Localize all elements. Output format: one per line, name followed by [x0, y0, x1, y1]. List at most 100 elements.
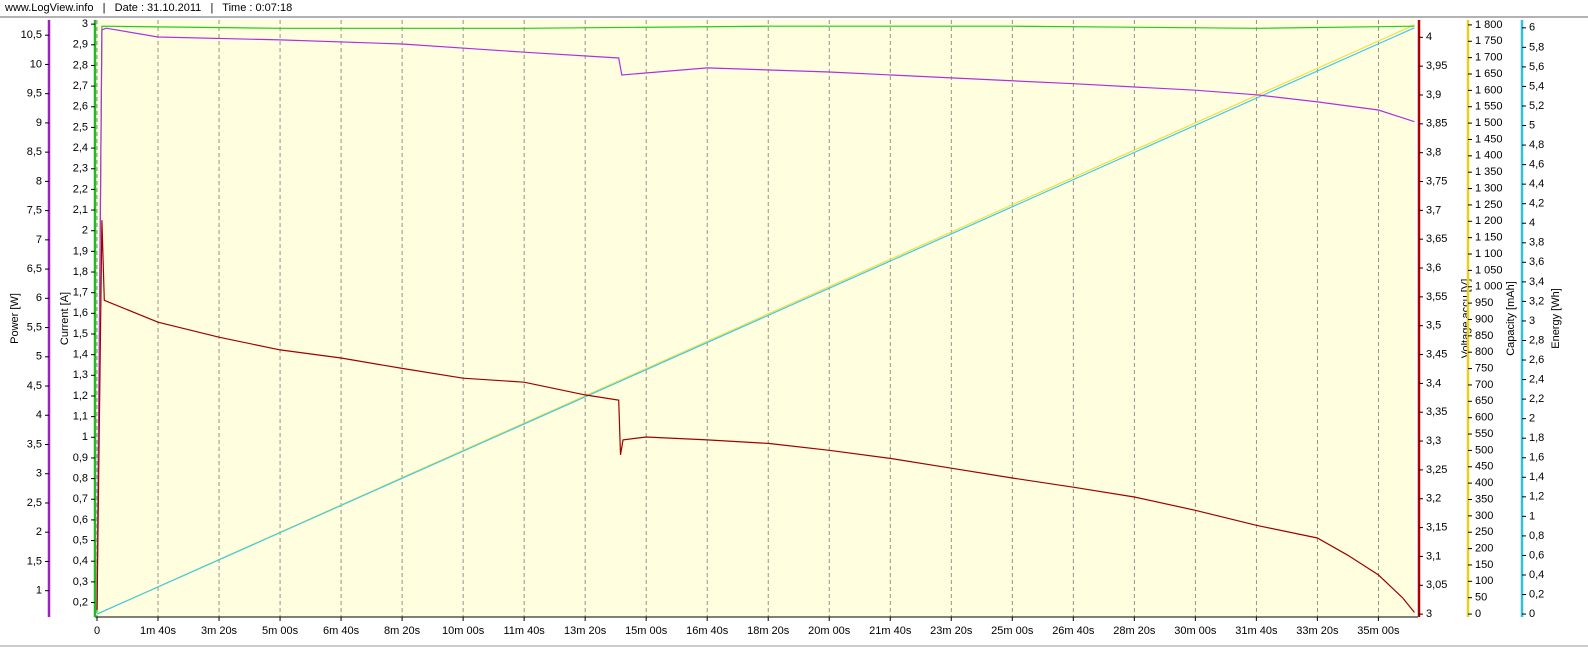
- y-tick-label: 1 650: [1475, 68, 1503, 80]
- y-tick-label: 3,05: [1426, 579, 1447, 591]
- y-tick-label: 7,5: [27, 205, 42, 217]
- y-tick-label: 3,15: [1426, 522, 1447, 534]
- y-tick-label: 1,8: [73, 266, 88, 278]
- y-tick-label: 3,4: [1529, 276, 1544, 288]
- x-tick-label: 28m 20s: [1113, 625, 1156, 637]
- y-tick-label: 2,6: [1529, 354, 1544, 366]
- y-tick-label: 0,3: [73, 576, 88, 588]
- y-tick-label: 1 200: [1475, 215, 1503, 227]
- x-tick-label: 1m 40s: [140, 625, 177, 637]
- y-tick-label: 1,9: [73, 245, 88, 257]
- y-tick-label: 200: [1475, 543, 1493, 555]
- y-tick-label: 500: [1475, 444, 1493, 456]
- y-tick-label: 7: [36, 234, 42, 246]
- y-tick-label: 4,2: [1529, 198, 1544, 210]
- y-tick-label: 3: [1529, 315, 1535, 327]
- x-tick-label: 0: [94, 625, 100, 637]
- y-tick-label: 3,2: [1426, 493, 1441, 505]
- y-tick-label: 5,4: [1529, 80, 1544, 92]
- y-tick-label: 8,5: [27, 146, 42, 158]
- y-tick-label: 0,9: [73, 452, 88, 464]
- y-tick-label: 950: [1475, 297, 1493, 309]
- x-tick-label: 13m 20s: [564, 625, 607, 637]
- y-tick-label: 9,5: [27, 88, 42, 100]
- y-tick-label: 4,4: [1529, 178, 1544, 190]
- y-tick-label: 3,85: [1426, 118, 1447, 130]
- y-tick-label: 4: [1529, 217, 1535, 229]
- y-tick-label: 6: [1529, 22, 1535, 34]
- y-tick-label: 1,5: [27, 555, 42, 567]
- y-tick-label: 1 700: [1475, 52, 1503, 64]
- y-tick-label: 300: [1475, 510, 1493, 522]
- y-tick-label: 3,55: [1426, 291, 1447, 303]
- y-tick-label: 1 400: [1475, 150, 1503, 162]
- y-tick-label: 5,5: [27, 321, 42, 333]
- y-tick-label: 2,4: [1529, 373, 1544, 385]
- y-tick-label: 2,1: [73, 204, 88, 216]
- y-tick-label: 3,9: [1426, 89, 1441, 101]
- y-tick-label: 2,7: [73, 80, 88, 92]
- y-tick-label: 5,2: [1529, 100, 1544, 112]
- y-tick-label: 4,5: [27, 380, 42, 392]
- y-tick-label: 3,95: [1426, 60, 1447, 72]
- y-tick-label: 5,6: [1529, 61, 1544, 73]
- x-tick-label: 5m 00s: [262, 625, 299, 637]
- y-tick-label: 0: [1475, 608, 1481, 620]
- y-tick-label: 1 550: [1475, 101, 1503, 113]
- y-tick-label: 650: [1475, 395, 1493, 407]
- x-tick-label: 15m 00s: [625, 625, 668, 637]
- y-tick-label: 3,7: [1426, 204, 1441, 216]
- y-tick-label: 400: [1475, 477, 1493, 489]
- y-tick-label: 2,8: [73, 59, 88, 71]
- y-tick-label: 350: [1475, 493, 1493, 505]
- x-tick-label: 30m 00s: [1174, 625, 1217, 637]
- y-axis-title: Energy [Wh]: [1550, 288, 1562, 349]
- header: www.LogView.info | Date : 31.10.2011 | T…: [4, 2, 292, 14]
- y-tick-label: 1 500: [1475, 117, 1503, 129]
- x-tick-label: 8m 20s: [384, 625, 421, 637]
- y-tick-label: 2,9: [73, 39, 88, 51]
- x-tick-label: 11m 40s: [503, 625, 545, 637]
- y-tick-label: 1,6: [1529, 452, 1544, 464]
- y-tick-label: 3,65: [1426, 233, 1447, 245]
- y-tick-label: 3,2: [1529, 295, 1544, 307]
- y-axis-title: Current [A]: [59, 292, 71, 345]
- y-tick-label: 0,5: [73, 534, 88, 546]
- series-line: [96, 27, 1415, 610]
- y-tick-label: 0,6: [73, 514, 88, 526]
- y-axis-title: Voltage accu [V]: [1460, 279, 1472, 359]
- y-tick-label: 0,6: [1529, 549, 1544, 561]
- y-tick-label: 450: [1475, 461, 1493, 473]
- y-tick-label: 0,2: [1529, 588, 1544, 600]
- y-tick-label: 2,2: [73, 183, 88, 195]
- y-tick-label: 3,8: [1529, 237, 1544, 249]
- x-tick-label: 35m 00s: [1357, 625, 1400, 637]
- y-tick-label: 4,8: [1529, 139, 1544, 151]
- y-tick-label: 0,8: [73, 473, 88, 485]
- y-tick-label: 1 450: [1475, 133, 1503, 145]
- y-tick-label: 1,7: [73, 287, 88, 299]
- y-tick-label: 1 300: [1475, 182, 1503, 194]
- y-tick-label: 3,5: [1426, 320, 1441, 332]
- x-tick-label: 6m 40s: [323, 625, 360, 637]
- y-tick-label: 1: [36, 585, 42, 597]
- y-tick-label: 3,6: [1529, 256, 1544, 268]
- y-tick-label: 3,45: [1426, 348, 1447, 360]
- x-tick-label: 10m 00s: [442, 625, 485, 637]
- y-tick-label: 2,4: [73, 142, 88, 154]
- y-tick-label: 1,3: [73, 369, 88, 381]
- y-tick-label: 1,8: [1529, 432, 1544, 444]
- y-tick-label: 6,5: [27, 263, 42, 275]
- y-tick-label: 10,5: [21, 29, 42, 41]
- y-tick-label: 10: [30, 58, 42, 70]
- x-tick-label: 25m 00s: [991, 625, 1034, 637]
- y-tick-label: 550: [1475, 428, 1493, 440]
- y-tick-label: 1,2: [73, 390, 88, 402]
- y-tick-label: 1,1: [73, 411, 88, 423]
- y-tick-label: 5,8: [1529, 41, 1544, 53]
- y-axis-title: Power [W]: [9, 293, 21, 344]
- y-tick-label: 3,4: [1426, 377, 1441, 389]
- y-tick-label: 4,6: [1529, 159, 1544, 171]
- y-tick-label: 1 800: [1475, 19, 1503, 31]
